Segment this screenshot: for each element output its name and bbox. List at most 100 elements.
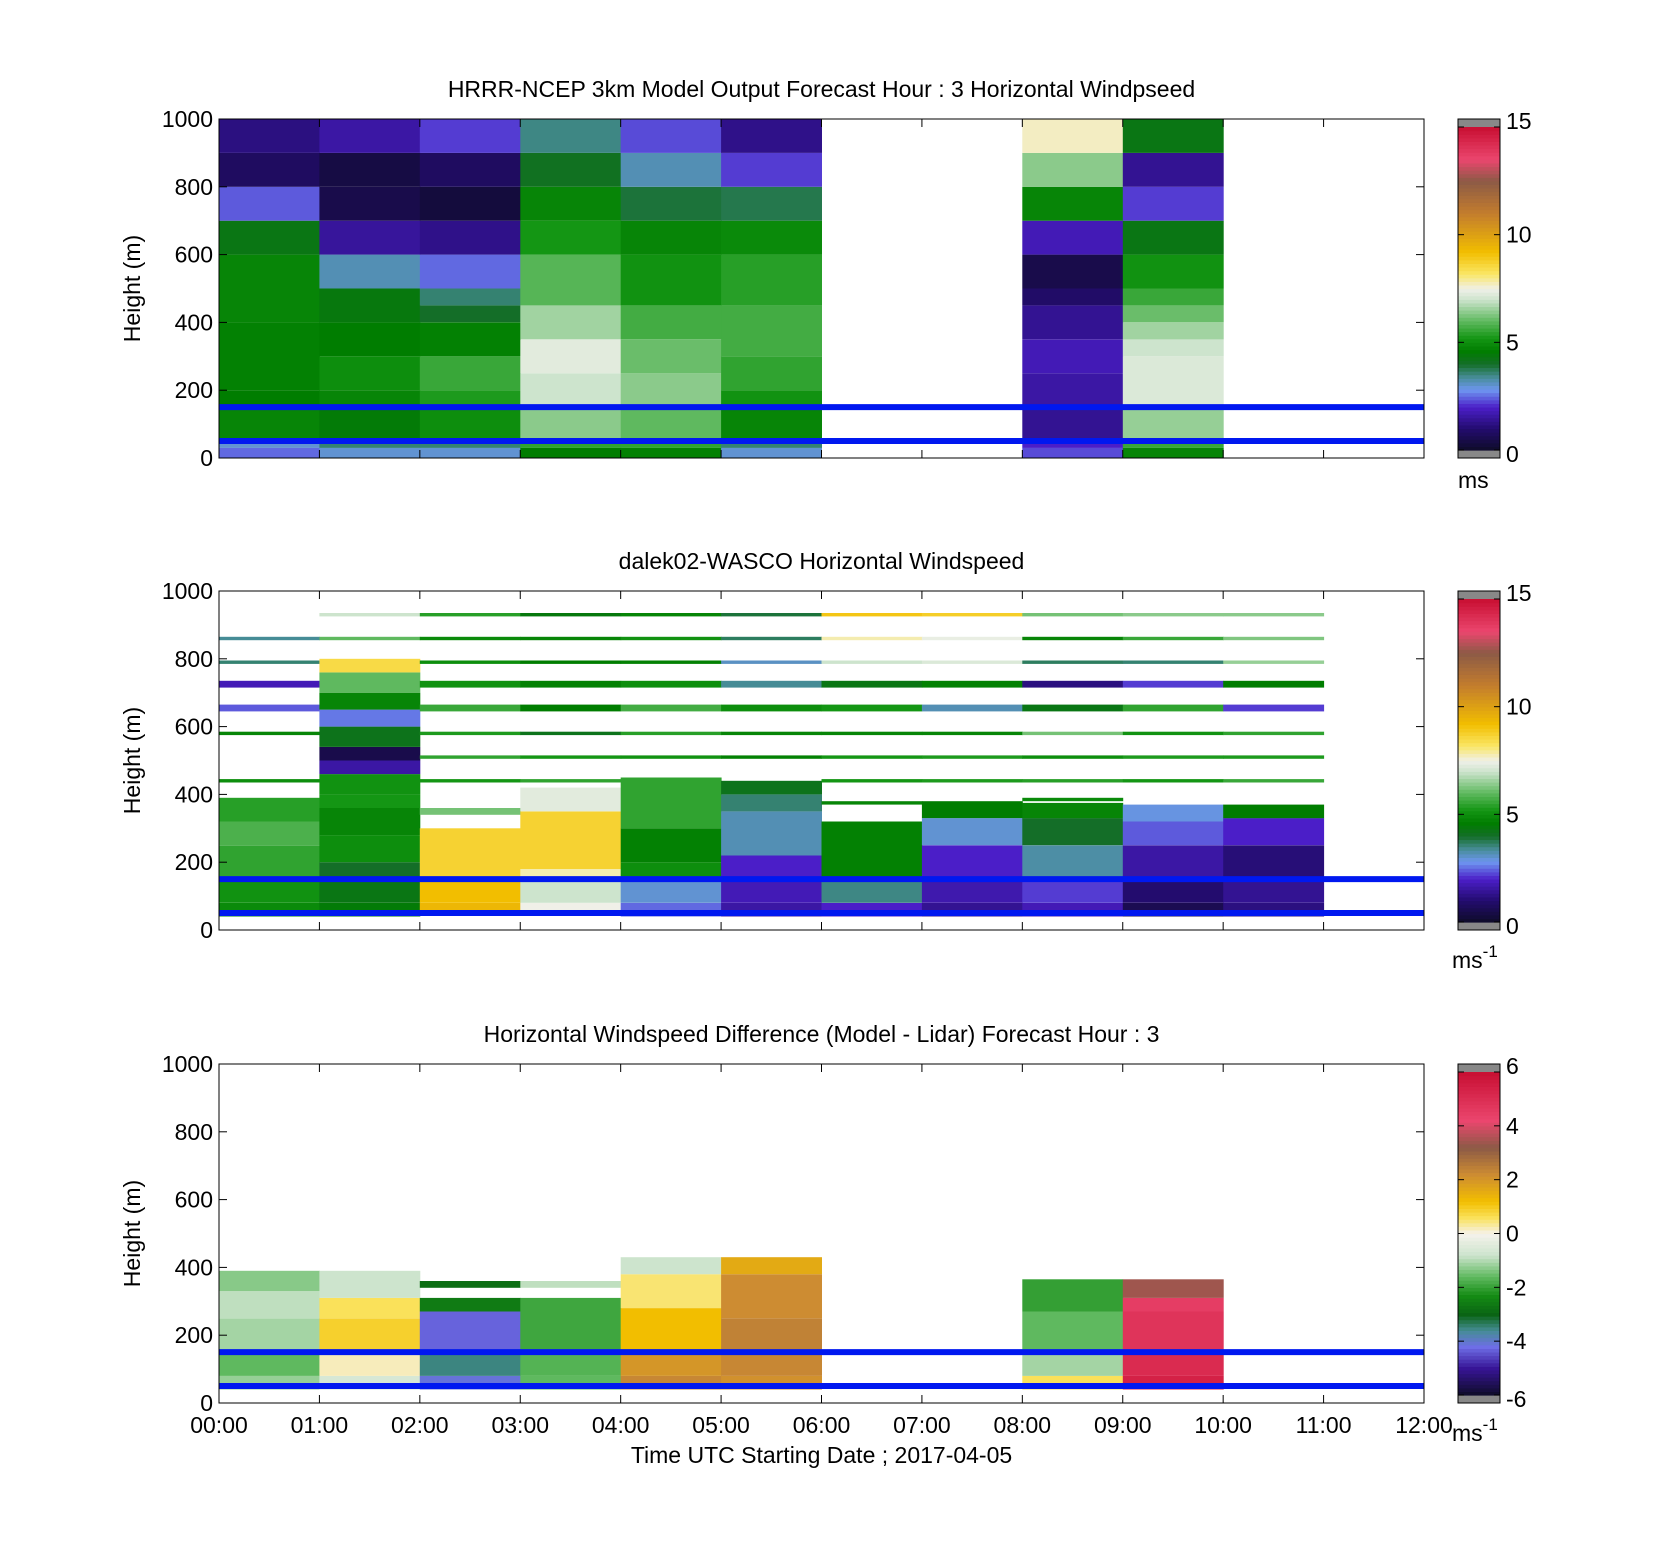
heatmap-cell bbox=[1123, 805, 1224, 822]
heatmap-cell bbox=[1022, 187, 1123, 221]
heatmap-cell bbox=[1223, 681, 1324, 688]
colorbar-swatch bbox=[1458, 1158, 1500, 1162]
y-tick-label: 600 bbox=[175, 242, 213, 268]
colorbar-swatch bbox=[1458, 400, 1500, 404]
heatmap-cell bbox=[1223, 879, 1324, 903]
colorbar-swatch bbox=[1458, 1338, 1500, 1342]
colorbar-swatch bbox=[1458, 1248, 1500, 1252]
colorbar-swatch bbox=[1458, 324, 1500, 328]
colorbar-swatch bbox=[1458, 850, 1500, 854]
colorbar-overflow bbox=[1458, 591, 1500, 599]
heatmap-cell bbox=[319, 448, 420, 458]
y-tick-label: 400 bbox=[175, 781, 213, 807]
heatmap-cell bbox=[420, 1281, 521, 1288]
heatmap-cell bbox=[621, 705, 722, 712]
heatmap-cell bbox=[1123, 1298, 1224, 1312]
heatmap-cell bbox=[420, 448, 521, 458]
heatmap-cell bbox=[520, 1352, 621, 1376]
colorbar-swatch bbox=[1458, 335, 1500, 339]
colorbar-swatch bbox=[1458, 739, 1500, 743]
heatmap-cell bbox=[1123, 255, 1224, 289]
colorbar-swatch bbox=[1458, 872, 1500, 876]
heatmap-cell bbox=[520, 811, 621, 869]
colorbar-swatch bbox=[1458, 883, 1500, 887]
colorbar-swatch bbox=[1458, 1345, 1500, 1349]
colorbar-swatch bbox=[1458, 1280, 1500, 1284]
heatmap-cell bbox=[822, 779, 923, 782]
heatmap-cell bbox=[721, 221, 822, 255]
heatmap-cell bbox=[621, 828, 722, 862]
heatmap-cell bbox=[319, 727, 420, 747]
heatmap-cell bbox=[319, 322, 420, 356]
heatmap-cell bbox=[1223, 732, 1324, 735]
heatmap-cell bbox=[219, 681, 320, 688]
colorbar-swatch bbox=[1458, 1165, 1500, 1169]
x-tick-label: 02:00 bbox=[391, 1412, 449, 1438]
colorbar-swatch bbox=[1458, 371, 1500, 375]
heatmap-cell bbox=[1123, 779, 1224, 782]
heatmap-cell bbox=[219, 705, 320, 712]
colorbar-swatch bbox=[1458, 875, 1500, 879]
panel-2: 02004006008001000Height (m)dalek02-WASCO… bbox=[119, 548, 1532, 973]
colorbar-tick-label: 5 bbox=[1506, 801, 1519, 827]
colorbar-swatch bbox=[1458, 1108, 1500, 1112]
colorbar-swatch bbox=[1458, 1094, 1500, 1098]
y-tick-label: 1000 bbox=[162, 578, 213, 604]
heatmap-cell bbox=[621, 637, 722, 640]
colorbar-swatch bbox=[1458, 692, 1500, 696]
colorbar-swatch bbox=[1458, 610, 1500, 614]
heatmap-cell bbox=[319, 221, 420, 255]
heatmap-cell bbox=[420, 705, 521, 712]
heatmap-cell bbox=[1123, 119, 1224, 153]
colorbar-tick-label: -2 bbox=[1506, 1274, 1526, 1300]
colorbar-swatch bbox=[1458, 807, 1500, 811]
colorbar-swatch bbox=[1458, 1169, 1500, 1173]
heatmap-cell bbox=[420, 808, 521, 815]
colorbar-swatch bbox=[1458, 1366, 1500, 1370]
heatmap-cell bbox=[1022, 755, 1123, 758]
heatmap-cell bbox=[520, 613, 621, 616]
colorbar-swatch bbox=[1458, 1133, 1500, 1137]
heatmap-cell bbox=[922, 637, 1023, 640]
heatmap-cell bbox=[420, 1298, 521, 1312]
heatmap-cell bbox=[520, 637, 621, 640]
colorbar-swatch bbox=[1458, 1194, 1500, 1198]
colorbar-swatch bbox=[1458, 1302, 1500, 1306]
colorbar-swatch bbox=[1458, 263, 1500, 267]
heatmap-cell bbox=[621, 1352, 722, 1376]
colorbar-swatch bbox=[1458, 624, 1500, 628]
heatmap-cell bbox=[520, 879, 621, 903]
colorbar-swatch bbox=[1458, 1327, 1500, 1331]
heatmap-cell bbox=[319, 1298, 420, 1318]
heatmap-cell bbox=[520, 681, 621, 688]
colorbar-swatch bbox=[1458, 134, 1500, 138]
heatmap-cell bbox=[319, 1352, 420, 1376]
heatmap-cell bbox=[1022, 732, 1123, 735]
colorbar-swatch bbox=[1458, 439, 1500, 443]
heatmap-cell bbox=[319, 1271, 420, 1298]
heatmap-cell bbox=[621, 1257, 722, 1274]
colorbar-swatch bbox=[1458, 1083, 1500, 1087]
heatmap-cell bbox=[1123, 322, 1224, 339]
heatmap-cell bbox=[1123, 305, 1224, 322]
heatmap-cell bbox=[1123, 448, 1224, 458]
x-tick-label: 01:00 bbox=[291, 1412, 349, 1438]
colorbar-swatch bbox=[1458, 918, 1500, 922]
heatmap-cell bbox=[721, 661, 822, 664]
colorbar-swatch bbox=[1458, 195, 1500, 199]
colorbar: -6 -4 -2 0 2 4 6 ms-1 bbox=[1452, 1053, 1527, 1446]
colorbar-swatch bbox=[1458, 854, 1500, 858]
colorbar-swatch bbox=[1458, 1287, 1500, 1291]
colorbar-swatch bbox=[1458, 1176, 1500, 1180]
heatmap-cell bbox=[621, 221, 722, 255]
colorbar-swatch bbox=[1458, 346, 1500, 350]
panel-1: 02004006008001000Height (m)HRRR-NCEP 3km… bbox=[119, 76, 1532, 493]
colorbar-swatch bbox=[1458, 631, 1500, 635]
colorbar-underflow bbox=[1458, 1395, 1500, 1403]
heatmap-cell bbox=[520, 373, 621, 407]
heatmap-cell bbox=[520, 1281, 621, 1288]
heatmap-cell bbox=[420, 681, 521, 688]
colorbar-swatch bbox=[1458, 646, 1500, 650]
colorbar-swatch bbox=[1458, 1284, 1500, 1288]
heatmap-cell bbox=[721, 855, 822, 879]
